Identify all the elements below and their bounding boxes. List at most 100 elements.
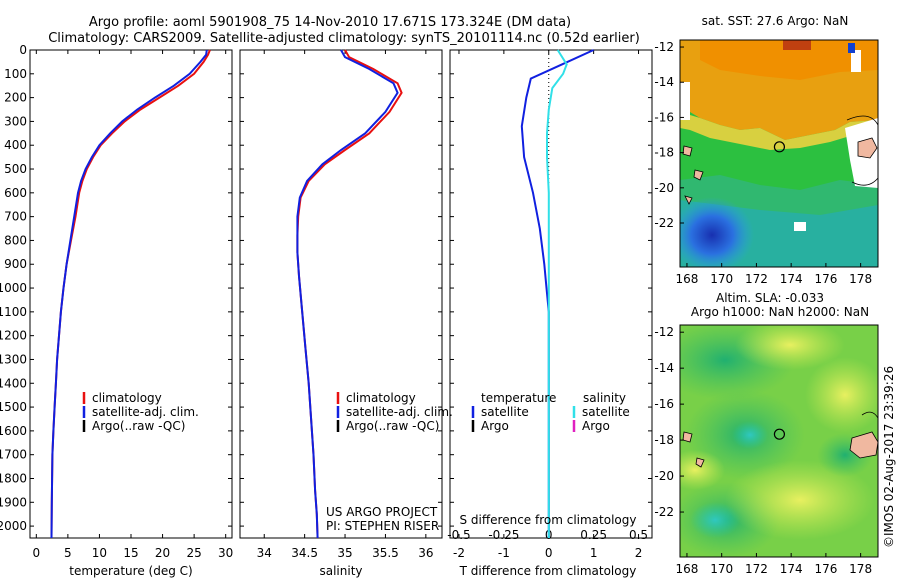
credit-project: US ARGO PROJECT xyxy=(326,505,438,519)
map-x-tick-label: 176 xyxy=(814,562,837,576)
salinity-axes xyxy=(239,49,443,539)
map-y-tick-label: -16 xyxy=(654,397,674,411)
map-y-tick-label: -16 xyxy=(654,110,674,124)
x-tick-label: 30 xyxy=(218,546,233,560)
y-tick-label: 500 xyxy=(4,162,27,176)
x-tick-label: 0 xyxy=(32,546,40,560)
legend-title-salinity: salinity xyxy=(583,391,626,405)
sst-map-axes: 168 170 172 174 176 178 -12 -14 -16 -18 -20 -22 xyxy=(654,40,872,286)
x-tick-label: 0 xyxy=(545,546,553,560)
difference-x2label: S difference from climatology xyxy=(460,513,637,527)
y-tick-label: 1900 xyxy=(0,495,27,509)
y-tick-label: 600 xyxy=(4,186,27,200)
map-y-tick-label: -14 xyxy=(654,361,674,375)
legend-label-satellite: satellite-adj. clim. xyxy=(92,405,199,419)
sst-map-field xyxy=(680,40,878,267)
legend-label-s-satellite: satellite xyxy=(582,405,630,419)
x-tick-label: 34.5 xyxy=(291,546,318,560)
y-tick-label: 700 xyxy=(4,210,27,224)
map-y-tick-label: -20 xyxy=(654,469,674,483)
sla-map-axes: 168 170 172 174 176 178 -12 -14 -16 -18 -20 -22 xyxy=(654,325,872,576)
sla-map-title1: Altim. SLA: -0.033 xyxy=(716,291,824,305)
map-y-tick-label: -20 xyxy=(654,181,674,195)
temperature-plot: 0 5 10 15 20 25 300100200300400500600700800900… xyxy=(0,43,233,560)
x-tick-label: -2 xyxy=(453,546,465,560)
x-tick-label: 34 xyxy=(257,546,272,560)
map-x-tick-label: 176 xyxy=(814,272,837,286)
y-tick-label: 1400 xyxy=(0,376,27,390)
map-x-tick-label: 178 xyxy=(849,562,872,576)
y-tick-label: 300 xyxy=(4,114,27,128)
map-x-tick-label: 178 xyxy=(849,272,872,286)
y-tick-label: 800 xyxy=(4,233,27,247)
map-y-tick-label: -14 xyxy=(654,75,674,89)
y-tick-label: 1000 xyxy=(0,281,27,295)
x2-tick-label: -0.5 xyxy=(447,528,470,542)
series-line-climatology xyxy=(50,49,211,539)
legend-label-s-argo: Argo xyxy=(582,419,610,433)
y-tick-label: 200 xyxy=(4,91,27,105)
temperature-legend: climatology satellite-adj. clim. Argo(..… xyxy=(82,391,199,433)
x-tick-label: 35.5 xyxy=(372,546,399,560)
y-tick-label: 1200 xyxy=(0,329,27,343)
sst-map-title: sat. SST: 27.6 Argo: NaN xyxy=(702,14,849,28)
y-tick-label: 900 xyxy=(4,257,27,271)
legend-label-argo: Argo(..raw -QC) xyxy=(346,419,439,433)
y-tick-label: 2000 xyxy=(0,519,27,533)
x-tick-label: 35 xyxy=(337,546,352,560)
sla-map-argo-marker xyxy=(773,428,786,440)
header-line1: Argo profile: aoml 5901908_75 14-Nov-201… xyxy=(89,15,571,30)
map-x-tick-label: 174 xyxy=(780,272,803,286)
legend-label-climatology: climatology xyxy=(92,391,162,405)
temperature-axes xyxy=(29,49,233,539)
salinity-plot: 34 34.5 35 35.5 36 xyxy=(240,49,442,560)
x-tick-label: 1 xyxy=(590,546,598,560)
map-y-tick-label: -22 xyxy=(654,505,674,519)
y-tick-label: 1300 xyxy=(0,352,27,366)
series-line-satellite xyxy=(296,49,399,539)
salinity-legend: climatology satellite-adj. clim. Argo(..… xyxy=(336,391,453,433)
x2-tick-label: 0.5 xyxy=(629,528,648,542)
map-x-tick-label: 172 xyxy=(745,272,768,286)
difference-axes xyxy=(449,49,653,539)
y-tick-label: 400 xyxy=(4,138,27,152)
x-tick-label: -1 xyxy=(498,546,510,560)
x-tick-label: 20 xyxy=(155,546,170,560)
series-line-satellite xyxy=(50,49,208,539)
x-tick-label: 25 xyxy=(186,546,201,560)
map-x-tick-label: 170 xyxy=(710,272,733,286)
map-x-tick-label: 170 xyxy=(710,562,733,576)
legend-label-t-satellite: satellite xyxy=(481,405,529,419)
difference-xlabel: T difference from climatology xyxy=(459,564,637,578)
map-y-tick-label: -12 xyxy=(654,325,674,339)
sla-map-frame xyxy=(679,324,879,558)
y-tick-label: 1600 xyxy=(0,424,27,438)
x2-tick-label: 0.25 xyxy=(580,528,607,542)
sla-map-field xyxy=(680,325,878,557)
difference-legend: temperature salinity satellite Argo sate… xyxy=(471,391,630,433)
map-y-tick-label: -18 xyxy=(654,146,674,160)
sst-map-argo-marker xyxy=(773,141,786,153)
sla-map-title2: Argo h1000: NaN h2000: NaN xyxy=(691,305,869,319)
credit-pi: PI: STEPHEN RISER xyxy=(326,519,439,533)
series-line-satellite xyxy=(520,49,595,538)
map-x-tick-label: 174 xyxy=(780,562,803,576)
legend-label-satellite: satellite-adj. clim. xyxy=(346,405,453,419)
x-tick-label: 15 xyxy=(123,546,138,560)
imos-credit: ©IMOS 02-Aug-2017 23:39:26 xyxy=(882,366,896,548)
map-y-tick-label: -22 xyxy=(654,216,674,230)
x2-tick-label: -0.25 xyxy=(488,528,519,542)
y-tick-label: 100 xyxy=(4,67,27,81)
map-x-tick-label: 172 xyxy=(745,562,768,576)
legend-title-temperature: temperature xyxy=(481,391,556,405)
salinity-xlabel: salinity xyxy=(319,564,362,578)
map-y-tick-label: -12 xyxy=(654,40,674,54)
legend-label-argo: Argo(..raw -QC) xyxy=(92,419,185,433)
header-line2: Climatology: CARS2009. Satellite-adjuste… xyxy=(48,31,640,46)
y-tick-label: 0 xyxy=(19,43,27,57)
x-tick-label: 10 xyxy=(92,546,107,560)
y-tick-label: 1100 xyxy=(0,305,27,319)
temperature-xlabel: temperature (deg C) xyxy=(69,564,192,578)
series-line-sal_satellite xyxy=(546,49,568,538)
x-tick-label: 2 xyxy=(635,546,643,560)
